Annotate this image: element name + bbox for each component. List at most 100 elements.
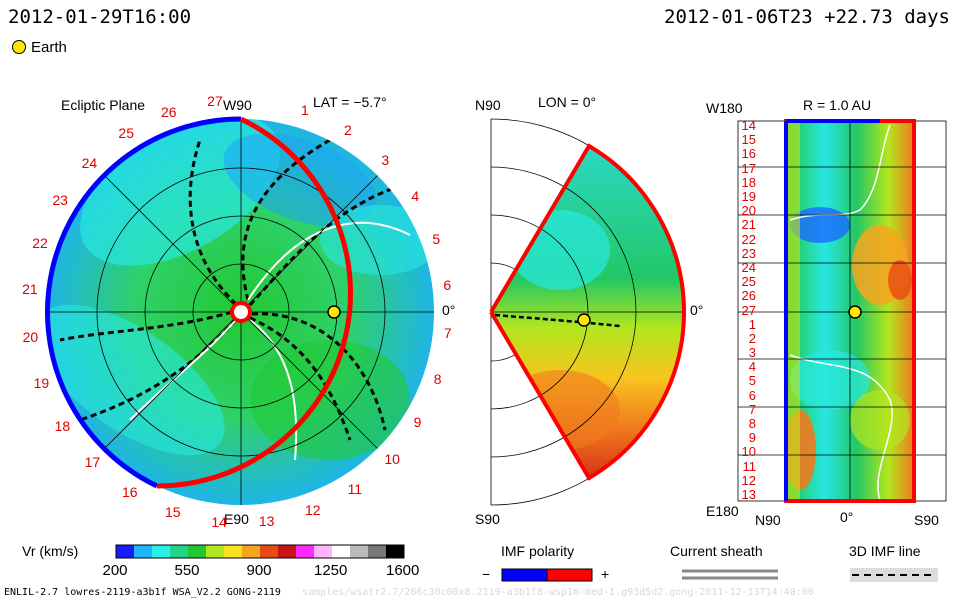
ecliptic-day-label: 19 <box>33 375 50 391</box>
radial-y-label: 8 <box>748 416 756 432</box>
colorbar-border <box>115 544 405 559</box>
earth-marker-radial <box>848 305 862 319</box>
radial-y-label: 12 <box>741 472 756 488</box>
ecliptic-title: Ecliptic Plane <box>61 97 146 113</box>
radial-y-label: 20 <box>741 203 756 219</box>
ecliptic-day-label: 12 <box>305 502 321 519</box>
model-info: ENLIL-2.7 lowres-2119-a3b1f WSA_V2.2 GON… <box>4 587 281 598</box>
ecliptic-day-label: 26 <box>160 103 177 120</box>
radial-y-label: 11 <box>742 458 757 474</box>
colorbar-tick-label: 200 <box>102 562 128 579</box>
radial-y-label: 26 <box>741 288 756 304</box>
colorbar-segment <box>206 545 225 558</box>
ecliptic-day-label: 16 <box>122 483 138 500</box>
meridional-top-label: N90 <box>475 97 501 113</box>
ecliptic-day-label: 4 <box>411 188 420 205</box>
radial-x-label-s90: S90 <box>914 512 939 528</box>
colorbar-segment <box>116 545 135 558</box>
imf-line-title: 3D IMF line <box>849 543 921 559</box>
ecliptic-day-label: 15 <box>164 503 181 520</box>
ecliptic-day-label: 3 <box>381 151 390 168</box>
radial-y-label: 17 <box>741 160 756 176</box>
ecliptic-bottom-label: E90 <box>224 511 249 527</box>
imf-plus-label: + <box>601 566 610 582</box>
ecliptic-day-label: 11 <box>347 481 363 498</box>
radial-y-label: 7 <box>748 401 756 417</box>
radial-y-label: 3 <box>748 345 756 361</box>
imf-polarity-title: IMF polarity <box>501 543 575 559</box>
radial-y-label: 18 <box>741 174 756 190</box>
ecliptic-day-label: 14 <box>211 513 227 530</box>
imf-minus-swatch <box>501 568 548 582</box>
meridional-bottom-label: S90 <box>475 511 500 527</box>
ecliptic-day-label: 9 <box>413 413 422 430</box>
ecliptic-top-label: W90 <box>223 97 252 113</box>
radial-y-label: 23 <box>741 245 756 261</box>
radial-y-label: 24 <box>741 259 756 275</box>
colorbar-segment <box>152 545 171 558</box>
colorbar-segment <box>224 545 243 558</box>
radial-panel <box>737 119 947 503</box>
earth-legend-icon <box>12 40 26 54</box>
colorbar-tick-label: 550 <box>174 562 200 579</box>
ecliptic-day-label: 5 <box>432 230 441 247</box>
radial-y-label: 27 <box>741 302 756 318</box>
ecliptic-day-label: 6 <box>443 277 452 294</box>
meridional-panel <box>489 118 686 506</box>
ecliptic-day-label: 22 <box>32 234 48 251</box>
imf-minus-label: − <box>482 566 491 582</box>
colorbar-segment <box>368 545 387 558</box>
colorbar-segment <box>242 545 261 558</box>
radial-y-label: 21 <box>741 217 756 233</box>
radial-y-label: 14 <box>741 118 756 133</box>
ecliptic-day-label: 25 <box>118 124 134 141</box>
ecliptic-panel <box>45 116 434 505</box>
colorbar-segment <box>188 545 207 558</box>
current-sheath-swatch <box>682 569 778 580</box>
ecliptic-day-label: 27 <box>207 92 223 109</box>
earth-marker-meridional <box>577 313 591 327</box>
faded-run-path: samples/wsatr2.7/266c30c00x8.2119-a3b1f8… <box>302 587 814 598</box>
ecliptic-day-label: 18 <box>54 417 71 434</box>
ecliptic-day-label: 1 <box>301 102 309 119</box>
radial-x-label-n90: N90 <box>755 512 781 528</box>
imf-line-swatch <box>850 568 938 582</box>
ecliptic-lat: LAT = −5.7° <box>313 94 387 110</box>
colorbar-segment <box>314 545 333 558</box>
colorbar-segment <box>260 545 279 558</box>
current-sheath-title: Current sheath <box>670 543 763 559</box>
ecliptic-right-label: 0° <box>442 302 456 318</box>
ecliptic-day-label: 7 <box>443 324 452 341</box>
ecliptic-day-label: 2 <box>343 122 352 139</box>
right-timestamp: 2012-01-06T23 +22.73 days <box>664 6 950 28</box>
colorbar-tick-label: 1250 <box>314 562 348 579</box>
ecliptic-day-label: 20 <box>22 328 39 345</box>
radial-y-label: 16 <box>741 146 756 162</box>
meridional-lon: LON = 0° <box>538 94 597 110</box>
radial-y-label: 9 <box>748 430 756 446</box>
radial-y-label: 22 <box>741 231 756 247</box>
sun-marker <box>230 301 252 323</box>
radial-y-label: 5 <box>748 373 756 389</box>
radial-y-label: 25 <box>741 274 756 290</box>
colorbar-segment <box>170 545 189 558</box>
radial-y-label: 6 <box>748 387 756 403</box>
colorbar-segment <box>386 545 405 558</box>
radial-y-label: 19 <box>741 188 756 204</box>
ecliptic-day-label: 24 <box>81 154 98 171</box>
ecliptic-day-label: 13 <box>258 513 275 530</box>
earth-marker-ecliptic <box>327 305 341 319</box>
left-timestamp: 2012-01-29T16:00 <box>8 6 192 28</box>
radial-bottom-label: E180 <box>706 503 739 519</box>
earth-legend-label: Earth <box>31 39 67 56</box>
colorbar-segment <box>332 545 351 558</box>
ecliptic-day-label: 21 <box>22 281 38 298</box>
radial-y-label: 4 <box>748 359 756 375</box>
radial-top-label: W180 <box>706 100 743 116</box>
radial-x-label-0: 0° <box>840 509 854 525</box>
radial-y-label: 13 <box>741 487 756 502</box>
colorbar-segment <box>134 545 153 558</box>
radial-y-label: 2 <box>748 330 756 346</box>
colorbar <box>115 544 405 559</box>
